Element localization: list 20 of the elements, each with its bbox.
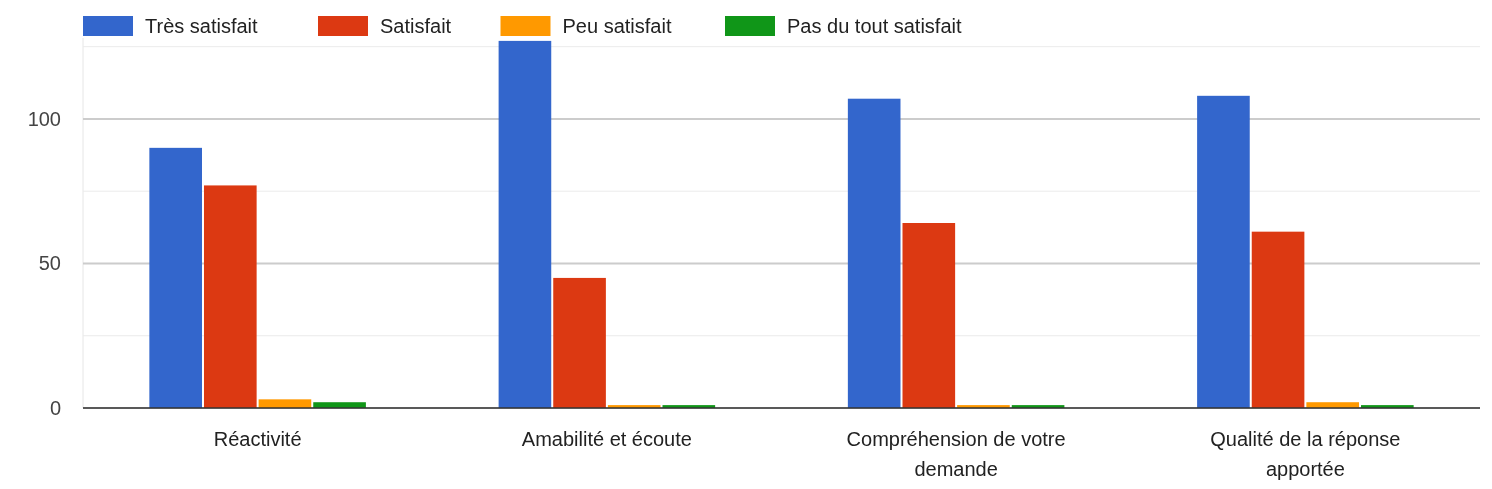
legend-label: Très satisfait — [145, 15, 259, 37]
x-tick-label: Compréhension de votre demande — [846, 428, 1066, 480]
bar — [847, 98, 901, 408]
bar — [149, 147, 202, 408]
bar — [498, 40, 552, 408]
legend-label: Pas du tout satisfait — [787, 15, 962, 37]
bar — [258, 399, 312, 408]
bar — [902, 223, 956, 408]
y-tick-label: 0 — [49, 397, 61, 419]
bar — [203, 185, 257, 408]
bar — [1197, 95, 1250, 408]
x-tick-label: Amabilité et écoute — [521, 428, 692, 450]
bar — [1251, 231, 1305, 408]
x-tick-label: Réactivité — [213, 428, 302, 450]
y-tick-label: 50 — [38, 252, 61, 275]
legend-label: Satisfait — [380, 15, 452, 37]
y-tick-label: 100 — [27, 107, 61, 130]
legend-label: Peu satisfait — [562, 15, 672, 37]
bar — [553, 277, 606, 408]
x-tick-label: Qualité de la réponse apportée — [1210, 428, 1401, 480]
